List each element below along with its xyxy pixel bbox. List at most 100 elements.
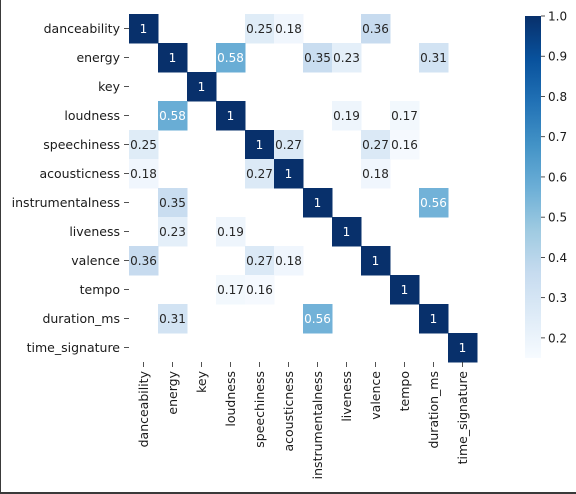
cell-value-label: 0.58 xyxy=(159,109,186,123)
cell-value-label: 0.18 xyxy=(362,167,389,181)
heatmap-cell-key-key xyxy=(187,72,217,102)
x-tick-label-acousticness: acousticness xyxy=(281,371,296,452)
heatmap-cell-speechiness-danceability xyxy=(129,130,159,160)
colorbar-tick-label: 0.2 xyxy=(548,331,567,345)
cell-value-label: 0.16 xyxy=(246,283,273,297)
cell-value-label: 0.23 xyxy=(159,225,186,239)
heatmap-cell-instrumentalness-instrumentalness xyxy=(303,188,333,218)
cell-value-label: 0.18 xyxy=(275,254,302,268)
x-tick-label-instrumentalness: instrumentalness xyxy=(310,371,325,479)
cell-value-label: 0.19 xyxy=(217,225,244,239)
heatmap-cell-loudness-energy xyxy=(158,101,188,131)
x-tick-label-speechiness: speechiness xyxy=(252,371,267,448)
colorbar-tick-label: 0.8 xyxy=(548,90,567,104)
x-tick-label-time-signature: time_signature xyxy=(455,371,470,465)
x-tick-label-danceability: danceability xyxy=(136,370,151,447)
heatmap-cell-time-signature-time-signature xyxy=(448,333,478,363)
cell-value-label: 0.35 xyxy=(159,196,186,210)
x-tick-label-liveness: liveness xyxy=(339,371,354,422)
heatmap-cell-speechiness-speechiness xyxy=(245,130,275,160)
heatmap-cell-loudness-tempo xyxy=(390,101,420,131)
heatmap-cell-loudness-loudness xyxy=(216,101,246,131)
y-tick-label-speechiness: speechiness xyxy=(43,137,120,152)
cell-value-label: 0.25 xyxy=(246,22,273,36)
heatmap-cell-valence-valence xyxy=(361,246,391,276)
heatmap-cell-speechiness-valence xyxy=(361,130,391,160)
colorbar-tick-label: 0.6 xyxy=(548,170,567,184)
heatmap-cell-acousticness-speechiness xyxy=(245,159,275,189)
cell-value-label: 0.31 xyxy=(159,312,186,326)
heatmap-cell-tempo-tempo xyxy=(390,275,420,305)
x-tick-label-duration-ms: duration_ms xyxy=(426,371,441,449)
heatmap-cell-liveness-liveness xyxy=(332,217,362,247)
y-tick-label-loudness: loudness xyxy=(64,108,120,123)
y-tick-label-acousticness: acousticness xyxy=(40,166,121,181)
y-tick-label-duration-ms: duration_ms xyxy=(42,311,120,326)
heatmap-cell-valence-speechiness xyxy=(245,246,275,276)
cell-value-label: 0.27 xyxy=(246,254,273,268)
cell-value-label: 0.16 xyxy=(391,138,418,152)
heatmap-cell-loudness-liveness xyxy=(332,101,362,131)
y-tick-label-liveness: liveness xyxy=(69,224,120,239)
cell-value-label: 0.56 xyxy=(420,196,447,210)
cell-value-label: 0.23 xyxy=(333,51,360,65)
heatmap-cell-energy-duration-ms xyxy=(419,43,449,73)
y-tick-label-energy: energy xyxy=(76,50,120,65)
cell-value-label: 0.35 xyxy=(304,51,331,65)
x-tick-label-key: key xyxy=(194,370,209,392)
y-tick-label-valence: valence xyxy=(71,253,120,268)
colorbar xyxy=(525,16,541,358)
cell-value-label: 0.36 xyxy=(130,254,157,268)
heatmap-cell-liveness-loudness xyxy=(216,217,246,247)
cell-value-label: 1 xyxy=(343,225,351,239)
cell-value-label: 0.27 xyxy=(362,138,389,152)
cell-value-label: 0.25 xyxy=(130,138,157,152)
heatmap-cell-speechiness-acousticness xyxy=(274,130,304,160)
cell-value-label: 0.31 xyxy=(420,51,447,65)
heatmap-cell-valence-acousticness xyxy=(274,246,304,276)
cell-value-label: 0.56 xyxy=(304,312,331,326)
heatmap-cell-acousticness-acousticness xyxy=(274,159,304,189)
cell-value-label: 0.58 xyxy=(217,51,244,65)
heatmap-cell-acousticness-valence xyxy=(361,159,391,189)
heatmap-cell-instrumentalness-energy xyxy=(158,188,188,218)
cell-value-label: 0.27 xyxy=(246,167,273,181)
heatmap-cell-danceability-valence xyxy=(361,14,391,44)
heatmap-cell-liveness-energy xyxy=(158,217,188,247)
cell-value-label: 1 xyxy=(401,283,409,297)
heatmap-cell-speechiness-tempo xyxy=(390,130,420,160)
cell-value-label: 0.27 xyxy=(275,138,302,152)
y-tick-label-time-signature: time_signature xyxy=(27,340,121,355)
colorbar-tick-label: 0.7 xyxy=(548,130,567,144)
cell-value-label: 0.18 xyxy=(275,22,302,36)
cell-value-label: 1 xyxy=(372,254,380,268)
y-tick-label-instrumentalness: instrumentalness xyxy=(12,195,120,210)
heatmap-cell-tempo-speechiness xyxy=(245,275,275,305)
heatmap-cell-energy-loudness xyxy=(216,43,246,73)
x-tick-label-loudness: loudness xyxy=(223,371,238,427)
colorbar-tick-label: 0.3 xyxy=(548,291,567,305)
y-tick-label-danceability: danceability xyxy=(44,21,121,36)
cell-value-label: 1 xyxy=(256,138,264,152)
heatmap-cell-duration-ms-duration-ms xyxy=(419,304,449,334)
heatmap-cell-valence-danceability xyxy=(129,246,159,276)
cell-value-label: 0.18 xyxy=(130,167,157,181)
heatmap-cell-energy-instrumentalness xyxy=(303,43,333,73)
y-tick-label-tempo: tempo xyxy=(80,282,120,297)
colorbar-tick-label: 1.0 xyxy=(548,10,567,24)
cell-value-label: 1 xyxy=(227,109,235,123)
heatmap-cell-duration-ms-energy xyxy=(158,304,188,334)
colorbar-tick-label: 0.4 xyxy=(548,251,567,265)
heatmap-cell-acousticness-danceability xyxy=(129,159,159,189)
heatmap-cell-tempo-loudness xyxy=(216,275,246,305)
heatmap-cell-energy-energy xyxy=(158,43,188,73)
colorbar-tick-label: 0.5 xyxy=(548,211,567,225)
cell-value-label: 1 xyxy=(459,341,467,355)
cell-value-label: 1 xyxy=(169,51,177,65)
x-tick-label-energy: energy xyxy=(165,370,180,414)
cell-value-label: 1 xyxy=(285,167,293,181)
cell-value-label: 0.17 xyxy=(217,283,244,297)
heatmap-cell-danceability-speechiness xyxy=(245,14,275,44)
